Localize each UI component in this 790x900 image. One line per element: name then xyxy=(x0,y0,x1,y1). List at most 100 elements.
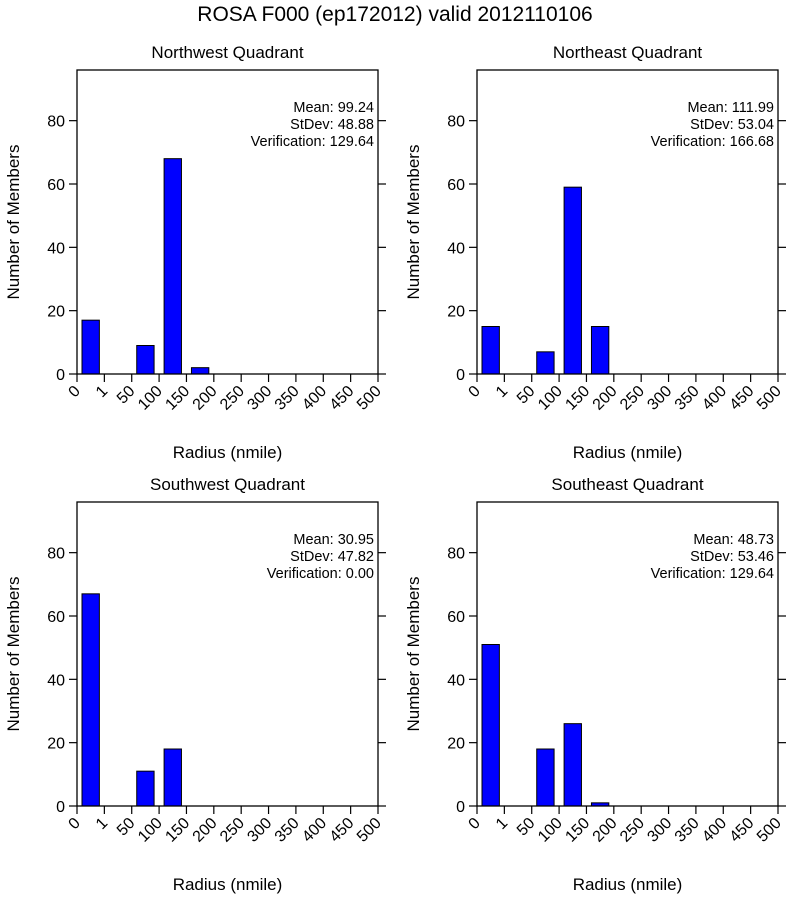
southwest-xtick-label: 450 xyxy=(327,815,358,846)
northwest-xtick-label: 1 xyxy=(93,383,111,401)
northeast-xtick-label: 450 xyxy=(727,383,758,414)
northeast-xtick-label: 400 xyxy=(699,383,730,414)
southeast-bar-50 xyxy=(536,748,555,807)
northeast-stat-line: Verification: 166.68 xyxy=(651,134,774,150)
northwest-xtick-label: 100 xyxy=(135,383,166,414)
southwest-xtick-label: 350 xyxy=(272,815,303,846)
southeast-ylabel: Number of Members xyxy=(404,577,423,732)
northeast-bar-50 xyxy=(536,351,555,375)
northeast-xtick-label: 100 xyxy=(535,383,566,414)
northeast-bar-100 xyxy=(563,186,582,375)
northeast-xtick-label: 50 xyxy=(514,383,539,408)
northeast-xtick-label: 300 xyxy=(644,383,675,414)
northeast-xtick-label: 250 xyxy=(617,383,648,414)
southeast-title: Southeast Quadrant xyxy=(551,475,703,494)
southwest-xtick-label: 150 xyxy=(162,815,193,846)
southwest-ytick-label: 60 xyxy=(47,609,65,626)
northwest-bar-0 xyxy=(81,319,100,375)
northwest-ytick-label: 20 xyxy=(47,304,65,321)
southwest-bar-100 xyxy=(163,748,182,807)
northeast-title: Northeast Quadrant xyxy=(553,43,703,62)
southwest-ytick-label: 0 xyxy=(56,799,65,816)
southeast-stat-line: Mean: 48.73 xyxy=(693,532,774,548)
northwest-bar-50 xyxy=(136,345,155,375)
southwest-ytick-label: 80 xyxy=(47,546,65,563)
southeast-ytick-label: 80 xyxy=(447,546,465,563)
northeast-ytick-label: 80 xyxy=(447,114,465,131)
southeast-ytick-label: 40 xyxy=(447,672,465,689)
northeast-plot-frame xyxy=(476,69,779,375)
northwest-bar-150 xyxy=(190,367,210,375)
northeast-xtick-label: 350 xyxy=(672,383,703,414)
northeast-xlabel: Radius (nmile) xyxy=(573,443,683,462)
southwest-xtick-label: 250 xyxy=(217,815,248,846)
southwest-xtick-label: 0 xyxy=(66,815,84,833)
southwest-ytick-label: 20 xyxy=(47,736,65,753)
northeast-stat-line: StDev: 53.04 xyxy=(690,117,774,133)
southeast-xtick-label: 50 xyxy=(514,815,539,840)
northwest-title: Northwest Quadrant xyxy=(151,43,303,62)
southeast-xtick-label: 1 xyxy=(493,815,511,833)
southeast-stat-line: Verification: 129.64 xyxy=(651,566,774,582)
northeast-bar-0 xyxy=(481,326,500,375)
northwest-ytick-label: 80 xyxy=(47,114,65,131)
southeast-ytick-label: 20 xyxy=(447,736,465,753)
northwest-stat-line: Mean: 99.24 xyxy=(293,100,374,116)
southeast-xtick-label: 400 xyxy=(699,815,730,846)
southeast-xtick-label: 200 xyxy=(590,815,621,846)
southwest-stat-line: StDev: 47.82 xyxy=(290,549,374,565)
northwest-xtick-label: 350 xyxy=(272,383,303,414)
southwest-plot-frame xyxy=(76,501,379,807)
figure-title: ROSA F000 (ep172012) valid 2012110106 xyxy=(197,3,592,26)
northeast-ytick-label: 20 xyxy=(447,304,465,321)
northwest-stat-line: StDev: 48.88 xyxy=(290,117,374,133)
northwest-xtick-label: 450 xyxy=(327,383,358,414)
southeast-xtick-label: 150 xyxy=(562,815,593,846)
northwest-xtick-label: 50 xyxy=(114,383,139,408)
northwest-ytick-label: 40 xyxy=(47,240,65,257)
northwest-ylabel: Number of Members xyxy=(4,145,23,300)
southeast-plot-frame xyxy=(476,501,779,807)
southeast-xtick-label: 300 xyxy=(644,815,675,846)
southeast-xtick-label: 100 xyxy=(535,815,566,846)
southwest-xtick-label: 1 xyxy=(93,815,111,833)
northwest-xtick-label: 0 xyxy=(66,383,84,401)
southeast-xtick-label: 250 xyxy=(617,815,648,846)
southeast-ytick-label: 60 xyxy=(447,609,465,626)
southeast-xtick-label: 450 xyxy=(727,815,758,846)
northeast-xtick-label: 1 xyxy=(493,383,511,401)
southwest-xlabel: Radius (nmile) xyxy=(173,875,283,894)
southeast-bar-100 xyxy=(563,723,582,807)
northwest-xtick-label: 150 xyxy=(162,383,193,414)
northeast-xtick-label: 200 xyxy=(590,383,621,414)
northwest-xtick-label: 300 xyxy=(244,383,275,414)
southwest-xtick-label: 400 xyxy=(299,815,330,846)
northwest-stat-line: Verification: 129.64 xyxy=(251,134,374,150)
northeast-xtick-label: 0 xyxy=(466,383,484,401)
southeast-stat-line: StDev: 53.46 xyxy=(690,549,774,565)
northwest-xlabel: Radius (nmile) xyxy=(173,443,283,462)
northwest-ytick-label: 0 xyxy=(56,367,65,384)
southwest-stat-line: Mean: 30.95 xyxy=(293,532,374,548)
southeast-xtick-label: 350 xyxy=(672,815,703,846)
southwest-stat-line: Verification: 0.00 xyxy=(267,566,374,582)
southeast-xlabel: Radius (nmile) xyxy=(573,875,683,894)
northwest-xtick-label: 500 xyxy=(354,383,385,414)
southwest-title: Southwest Quadrant xyxy=(150,475,305,494)
southwest-bar-50 xyxy=(136,770,155,807)
northwest-ytick-label: 60 xyxy=(47,177,65,194)
northeast-xtick-label: 150 xyxy=(562,383,593,414)
southwest-xtick-label: 100 xyxy=(135,815,166,846)
northeast-stat-line: Mean: 111.99 xyxy=(687,100,774,116)
northwest-bar-100 xyxy=(163,158,182,375)
southwest-xtick-label: 50 xyxy=(114,815,139,840)
southwest-bar-0 xyxy=(81,593,100,807)
southeast-xtick-label: 500 xyxy=(754,815,785,846)
northeast-ylabel: Number of Members xyxy=(404,145,423,300)
northwest-xtick-label: 250 xyxy=(217,383,248,414)
northeast-ytick-label: 40 xyxy=(447,240,465,257)
